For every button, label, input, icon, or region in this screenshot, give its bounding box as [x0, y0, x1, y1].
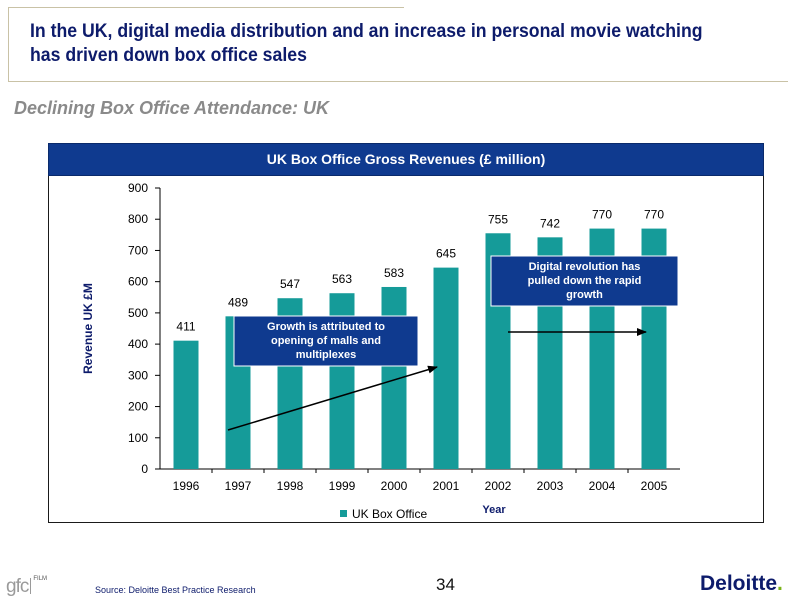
y-tick-label: 200 [128, 400, 148, 414]
data-label: 770 [644, 208, 664, 222]
bar-2001 [433, 267, 459, 469]
data-label: 547 [280, 277, 300, 291]
y-tick-label: 900 [128, 181, 148, 195]
x-tick-label: 1998 [277, 479, 304, 493]
y-tick-label: 500 [128, 306, 148, 320]
y-tick-label: 300 [128, 368, 148, 382]
data-label: 742 [540, 216, 560, 230]
y-axis-label: Revenue UK £M [81, 283, 95, 374]
page-number: 34 [436, 575, 455, 594]
data-label: 755 [488, 212, 508, 226]
x-tick-label: 2003 [537, 479, 564, 493]
x-tick-label: 1997 [225, 479, 252, 493]
bar-1996 [173, 340, 199, 469]
legend-label: UK Box Office [352, 507, 427, 521]
x-tick-label: 2005 [641, 479, 668, 493]
headline-divider [8, 7, 404, 8]
data-label: 645 [436, 247, 456, 261]
annotation-text-line: pulled down the rapid [528, 275, 642, 287]
y-tick-label: 400 [128, 337, 148, 351]
gfc-film-logo: gfc FILM [6, 576, 47, 598]
data-label: 770 [592, 208, 612, 222]
chart-title-bar: UK Box Office Gross Revenues (£ million) [48, 143, 764, 176]
legend-swatch [340, 510, 347, 517]
x-tick-label: 1999 [329, 479, 356, 493]
brand-dot: . [777, 572, 783, 595]
data-label: 489 [228, 295, 248, 309]
y-tick-label: 800 [128, 212, 148, 226]
headline-frame [8, 8, 788, 82]
growth-trend-arrow [227, 365, 438, 431]
x-tick-label: 1996 [173, 479, 200, 493]
data-label: 583 [384, 266, 404, 280]
slide-subtitle: Declining Box Office Attendance: UK [14, 98, 330, 118]
annotation-text-line: multiplexes [296, 349, 357, 361]
data-label: 411 [176, 320, 195, 334]
logo-divider [30, 578, 32, 594]
y-tick-label: 0 [141, 462, 148, 476]
chart-title: UK Box Office Gross Revenues (£ million) [266, 151, 546, 167]
annotation-text-line: opening of malls and [271, 335, 381, 347]
source-note: Source: Deloitte Best Practice Research [95, 585, 256, 595]
slide-headline: In the UK, digital media distribution an… [30, 21, 703, 66]
annotation-text-line: Growth is attributed to [267, 321, 385, 333]
x-tick-label: 2000 [381, 479, 408, 493]
deloitte-logo: Deloitte. [700, 572, 783, 596]
x-tick-label: 2001 [433, 479, 460, 493]
brand-name: Deloitte [700, 572, 778, 595]
annotation-text-line: Digital revolution has [529, 261, 641, 273]
annotation-callout-2 [490, 255, 679, 307]
y-tick-label: 600 [128, 275, 148, 289]
y-tick-label: 700 [128, 243, 148, 257]
annotation-callout-1 [233, 315, 419, 367]
x-axis-label: Year [482, 504, 506, 516]
x-tick-label: 2004 [589, 479, 616, 493]
logo-film-text: FILM [33, 576, 48, 582]
data-label: 563 [332, 272, 352, 286]
logo-gfc-text: gfc [6, 576, 29, 597]
y-tick-label: 100 [128, 431, 148, 445]
annotation-text-line: growth [566, 289, 603, 301]
x-tick-label: 2002 [485, 479, 512, 493]
